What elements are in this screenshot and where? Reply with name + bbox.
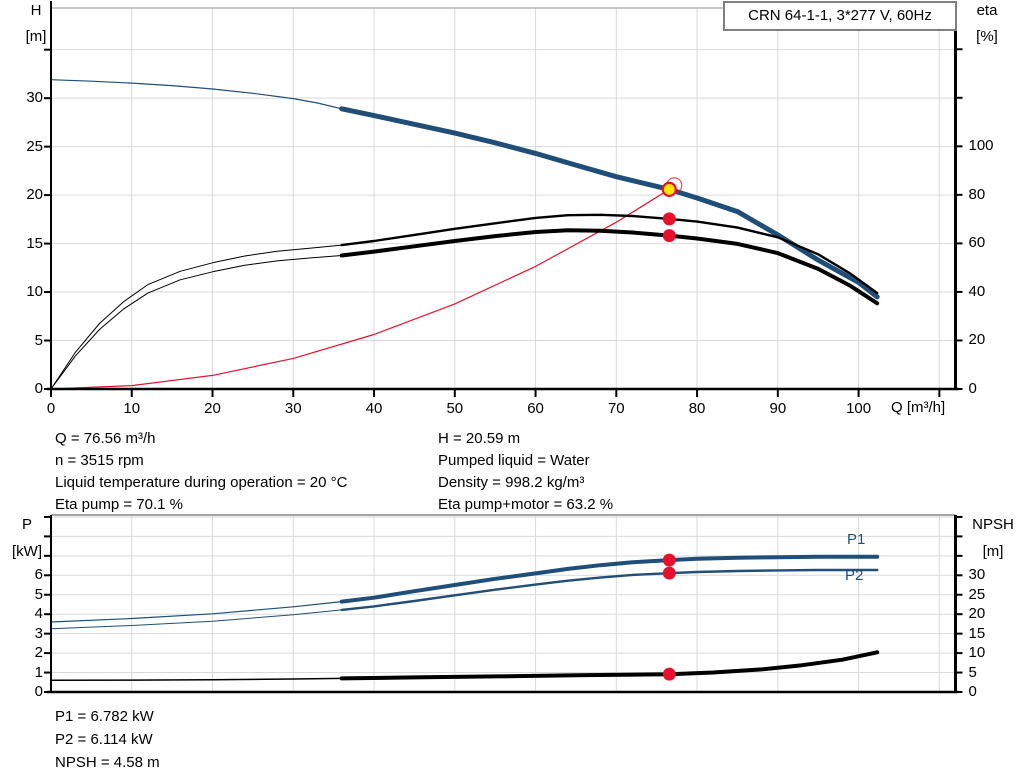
y-left-tick-label: 2 — [34, 644, 43, 662]
p2-curve-thick — [340, 568, 879, 612]
y-right-tick-label: 15 — [968, 624, 986, 642]
head-curve-thick — [339, 106, 880, 300]
x-tick-label: 40 — [365, 400, 383, 417]
y-left-tick-label: 4 — [34, 605, 43, 623]
p-axis-title: P — [21, 516, 32, 533]
eta-axis-title: eta — [976, 2, 998, 19]
y-left-tick-label: 30 — [26, 89, 43, 107]
info-npsh: NPSH = 4.58 m — [55, 754, 160, 771]
p1-curve-label: P1 — [847, 531, 866, 548]
y-right-tick-label: 80 — [968, 185, 986, 203]
y-left-tick-label: 5 — [34, 585, 43, 603]
eta-pump-curve-thick — [340, 213, 879, 295]
x-tick-label: 70 — [607, 400, 625, 417]
h-axis-unit: [m] — [25, 28, 47, 45]
y-left-tick-label: 1 — [34, 663, 43, 681]
info-pumped-liquid: Pumped liquid = Water — [438, 452, 590, 469]
x-tick-label: 60 — [527, 400, 544, 417]
y-right-tick-label: 20 — [968, 331, 986, 349]
npsh-point — [662, 667, 676, 681]
eta-pump-motor-point — [662, 229, 676, 243]
system-curve — [50, 188, 670, 390]
x-tick-label: 10 — [123, 400, 141, 417]
y-right-tick-label: 40 — [968, 282, 986, 300]
npsh-curve-thin — [50, 677, 343, 682]
info-eta-pump: Eta pump = 70.1 % — [55, 496, 183, 513]
eta-pump-curve-thin — [50, 244, 343, 390]
head-curve-thin — [50, 79, 343, 110]
y-right-tick-label: 25 — [968, 585, 986, 603]
info-p2: P2 = 6.114 kW — [55, 731, 153, 748]
info-head: H = 20.59 m — [438, 430, 521, 447]
eta-pump-point — [662, 212, 676, 226]
eta-pump-motor-curve-thin — [50, 255, 343, 390]
eta-pump-motor-curve-thick — [339, 228, 880, 306]
info-p1: P1 = 6.782 kW — [55, 708, 154, 725]
npsh-curve-thick — [339, 650, 880, 681]
pump-title-box: CRN 64-1-1, 3*277 V, 60Hz — [723, 1, 957, 31]
y-left-tick-label: 0 — [34, 683, 43, 700]
p2-curve-label: P2 — [845, 567, 864, 584]
y-right-tick-label: 5 — [968, 663, 977, 681]
y-left-tick-label: 0 — [34, 380, 43, 397]
p1-curve-thick — [339, 554, 880, 604]
h-axis-title: H — [30, 2, 42, 19]
info-liquid-temp: Liquid temperature during operation = 20… — [55, 474, 348, 491]
y-right-tick-label: 30 — [968, 566, 986, 584]
npsh-axis-title: NPSH — [972, 516, 1014, 533]
y-left-tick-label: 15 — [26, 234, 43, 252]
info-flow: Q = 76.56 m³/h — [55, 430, 156, 447]
x-tick-label: 30 — [284, 400, 302, 417]
x-tick-label: 90 — [769, 400, 787, 417]
npsh-axis-unit: [m] — [982, 543, 1004, 560]
y-left-tick-label: 25 — [26, 137, 43, 155]
p2-point — [662, 566, 676, 580]
duty-point — [661, 181, 677, 197]
y-right-tick-label: 0 — [968, 683, 977, 700]
p-axis-unit: [kW] — [12, 543, 42, 560]
x-tick-label: 100 — [846, 400, 872, 417]
x-tick-label: 80 — [688, 400, 706, 417]
y-right-tick-label: 60 — [968, 234, 986, 252]
x-tick-label: 20 — [204, 400, 221, 417]
y-left-tick-label: 6 — [34, 566, 43, 584]
y-right-tick-label: 100 — [968, 137, 994, 155]
y-left-tick-label: 5 — [34, 331, 43, 349]
info-density: Density = 998.2 kg/m³ — [438, 474, 585, 491]
y-right-tick-label: 0 — [968, 380, 977, 397]
p1-point — [662, 553, 676, 567]
y-right-tick-label: 10 — [968, 644, 986, 662]
info-speed: n = 3515 rpm — [55, 452, 144, 469]
y-left-tick-label: 20 — [26, 186, 43, 204]
y-left-tick-label: 10 — [26, 283, 43, 301]
q-axis-title: Q [m³/h] — [891, 399, 946, 416]
y-right-tick-label: 20 — [968, 605, 986, 623]
p1-curve-thin — [50, 600, 343, 623]
x-tick-label: 50 — [446, 400, 464, 417]
eta-axis-unit: [%] — [976, 28, 998, 45]
p2-curve-thin — [50, 609, 343, 630]
info-eta-pump-motor: Eta pump+motor = 63.2 % — [438, 496, 614, 513]
x-tick-label: 0 — [46, 400, 56, 417]
y-left-tick-label: 3 — [34, 624, 43, 642]
